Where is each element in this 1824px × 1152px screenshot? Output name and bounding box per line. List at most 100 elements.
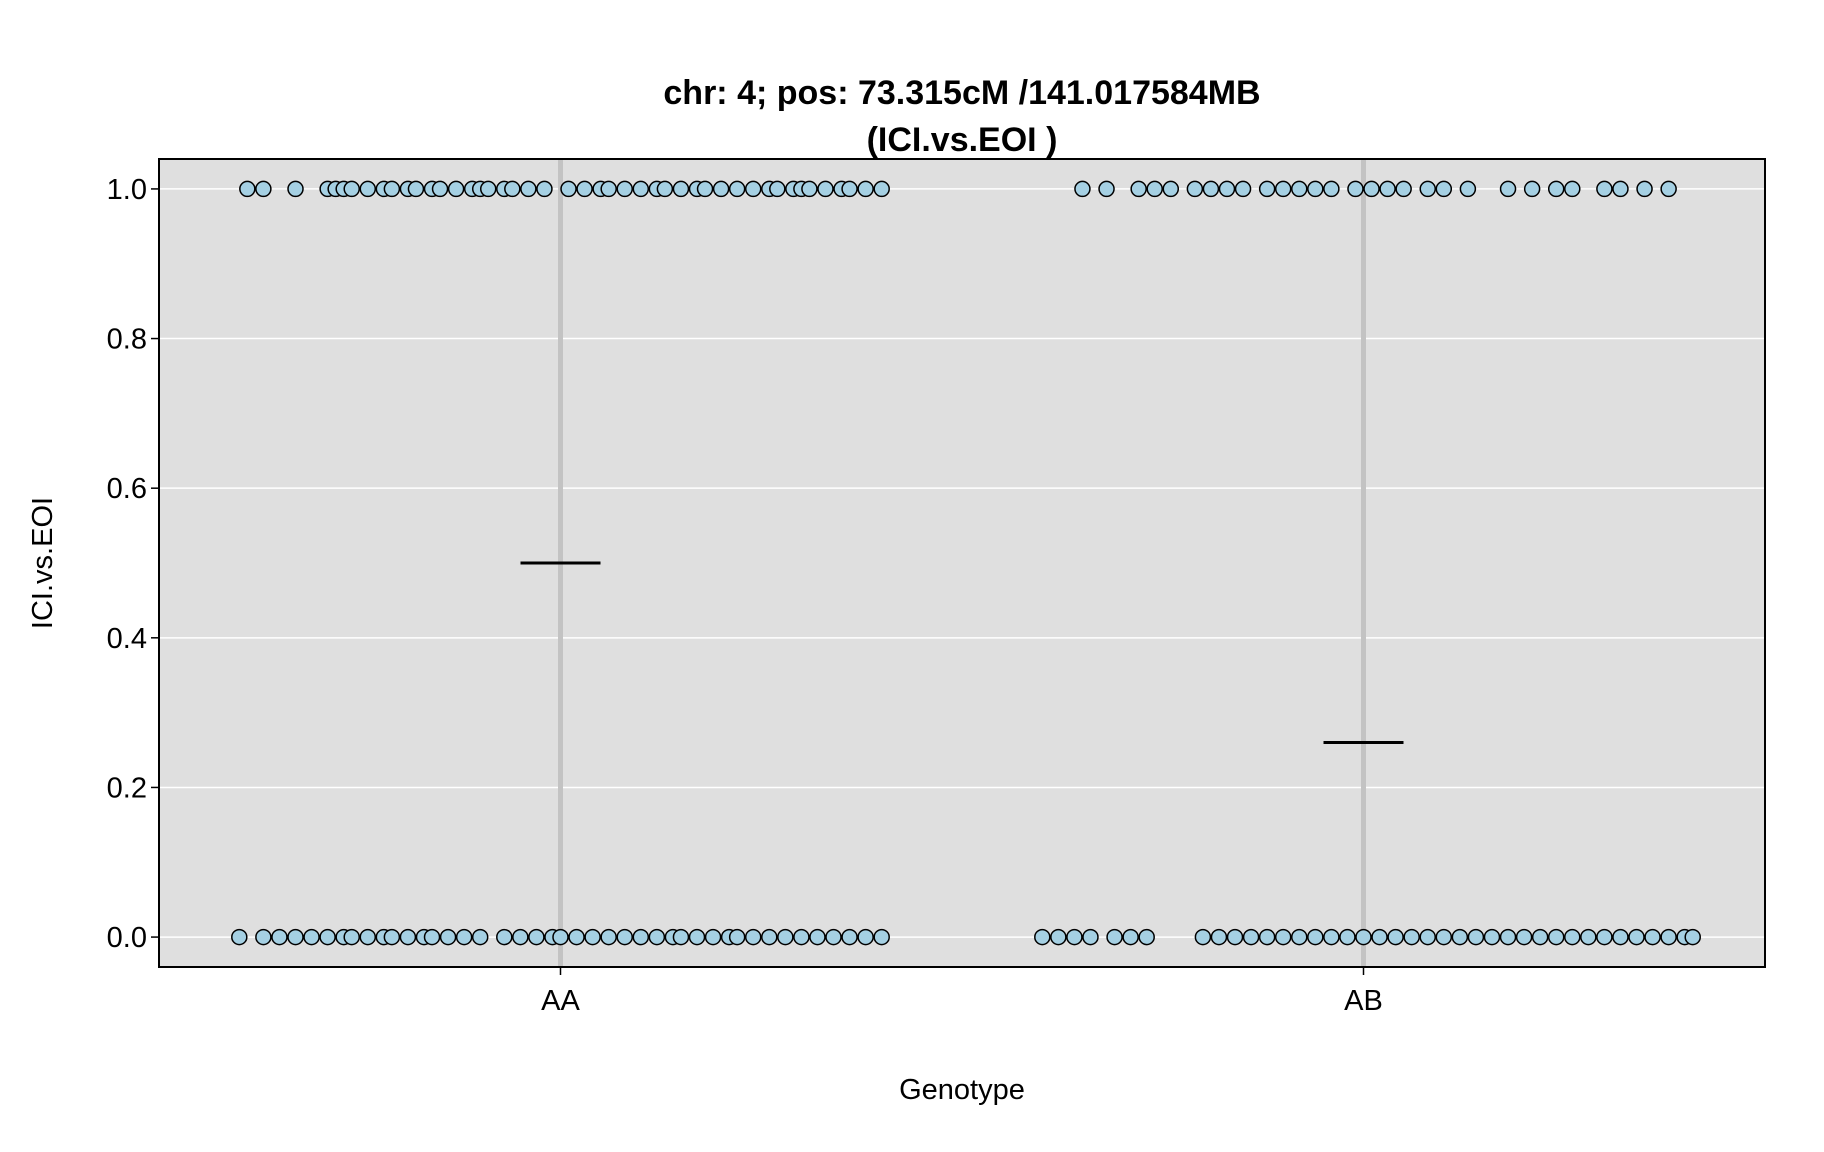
- point-AB-one-27: [1636, 180, 1653, 198]
- point-AB-one-1: [1098, 180, 1115, 198]
- point-AA-one-6: [343, 180, 360, 198]
- point-AA-one-30: [672, 180, 690, 198]
- point-AB-zero-19: [1387, 928, 1404, 946]
- chart-title-line1: chr: 4; pos: 73.315cM /141.017584MB: [663, 74, 1260, 112]
- point-AB-zero-38: [1684, 928, 1701, 946]
- point-AB-zero-20: [1403, 928, 1420, 946]
- point-AA-zero-0: [231, 928, 248, 946]
- point-AA-zero-30: [688, 928, 706, 946]
- point-AA-zero-21: [552, 928, 569, 946]
- point-AB-zero-29: [1547, 928, 1565, 946]
- point-AB-zero-14: [1307, 928, 1324, 946]
- point-AA-one-1: [255, 180, 272, 198]
- point-AB-zero-34: [1628, 928, 1645, 946]
- point-AB-one-2: [1130, 180, 1147, 198]
- point-AB-one-26: [1612, 180, 1629, 198]
- point-AB-zero-33: [1612, 928, 1629, 946]
- point-AB-one-11: [1291, 180, 1308, 198]
- point-AB-zero-5: [1122, 928, 1139, 946]
- point-AB-zero-0: [1034, 928, 1051, 946]
- point-AB-zero-17: [1355, 928, 1372, 946]
- point-AA-zero-13: [423, 928, 441, 946]
- point-AA-zero-10: [383, 928, 401, 946]
- point-AB-zero-30: [1564, 928, 1581, 946]
- point-AB-zero-1: [1050, 928, 1067, 946]
- point-AA-one-45: [873, 180, 890, 198]
- plot-panel: [159, 159, 1765, 967]
- point-AB-zero-2: [1066, 928, 1083, 946]
- point-AA-zero-35: [761, 928, 778, 946]
- point-AB-zero-10: [1242, 928, 1260, 946]
- point-AA-zero-16: [471, 928, 489, 946]
- point-AB-zero-7: [1194, 928, 1212, 946]
- point-AB-zero-12: [1274, 928, 1292, 946]
- mean-lines: [520, 561, 1404, 745]
- point-AB-zero-11: [1258, 928, 1276, 946]
- point-AB-zero-16: [1339, 928, 1356, 946]
- point-AB-one-22: [1523, 180, 1541, 198]
- point-AA-zero-5: [319, 928, 336, 946]
- point-AB-zero-23: [1451, 928, 1469, 946]
- point-AB-one-4: [1162, 180, 1180, 198]
- plot-border: [158, 158, 1766, 968]
- point-AA-one-14: [447, 180, 465, 198]
- point-AB-zero-4: [1106, 928, 1123, 946]
- point-AB-one-21: [1499, 180, 1517, 198]
- point-AB-zero-22: [1435, 928, 1453, 946]
- point-AA-zero-25: [616, 928, 633, 946]
- point-AA-zero-42: [873, 928, 890, 946]
- point-AA-one-29: [656, 180, 674, 198]
- point-AA-zero-26: [632, 928, 650, 946]
- point-AA-zero-39: [825, 928, 842, 946]
- point-AA-one-19: [504, 180, 521, 198]
- point-AB-zero-26: [1499, 928, 1517, 946]
- point-AB-zero-6: [1138, 928, 1155, 946]
- y-tick-label-1.0: 1.0: [107, 174, 147, 206]
- point-AA-zero-31: [704, 928, 722, 946]
- point-AA-zero-11: [399, 928, 417, 946]
- point-AA-zero-7: [343, 928, 360, 946]
- point-AA-zero-18: [512, 928, 529, 946]
- point-AB-zero-25: [1483, 928, 1501, 946]
- point-AB-zero-3: [1082, 928, 1099, 946]
- point-AA-one-27: [632, 180, 650, 198]
- point-AB-zero-15: [1323, 928, 1340, 946]
- point-AB-one-24: [1564, 180, 1581, 198]
- point-AA-one-11: [407, 180, 425, 198]
- point-AA-zero-4: [303, 928, 320, 946]
- point-AB-one-20: [1459, 180, 1477, 198]
- point-AA-zero-1: [255, 928, 272, 946]
- point-AA-one-17: [479, 180, 497, 198]
- point-AB-one-8: [1234, 180, 1252, 198]
- point-AA-one-33: [712, 180, 730, 198]
- y-tick-label-0.8: 0.8: [107, 324, 147, 356]
- point-AA-zero-23: [584, 928, 601, 946]
- point-AA-zero-27: [648, 928, 666, 946]
- point-AB-one-9: [1258, 180, 1276, 198]
- point-AB-one-6: [1202, 180, 1220, 198]
- point-AB-zero-24: [1467, 928, 1485, 946]
- point-AA-zero-19: [528, 928, 545, 946]
- point-AA-one-21: [536, 180, 553, 198]
- point-AA-zero-14: [439, 928, 457, 946]
- point-AB-one-23: [1547, 180, 1565, 198]
- point-AA-one-20: [520, 180, 537, 198]
- point-AA-one-22: [560, 180, 577, 198]
- point-AB-one-7: [1218, 180, 1236, 198]
- point-AB-zero-28: [1531, 928, 1549, 946]
- point-AA-zero-38: [809, 928, 826, 946]
- point-AA-zero-40: [841, 928, 858, 946]
- point-AA-zero-24: [600, 928, 617, 946]
- point-AB-one-15: [1363, 180, 1380, 198]
- point-AB-one-19: [1435, 180, 1453, 198]
- point-AA-zero-33: [728, 928, 746, 946]
- x-tick-label-AA: AA: [541, 985, 580, 1017]
- point-AB-zero-18: [1371, 928, 1388, 946]
- point-AA-one-32: [696, 180, 714, 198]
- point-AA-zero-34: [744, 928, 762, 946]
- point-AA-one-25: [600, 180, 617, 198]
- point-AB-one-14: [1347, 180, 1364, 198]
- point-AB-one-0: [1074, 180, 1091, 198]
- x-axis-label: Genotype: [899, 1074, 1025, 1106]
